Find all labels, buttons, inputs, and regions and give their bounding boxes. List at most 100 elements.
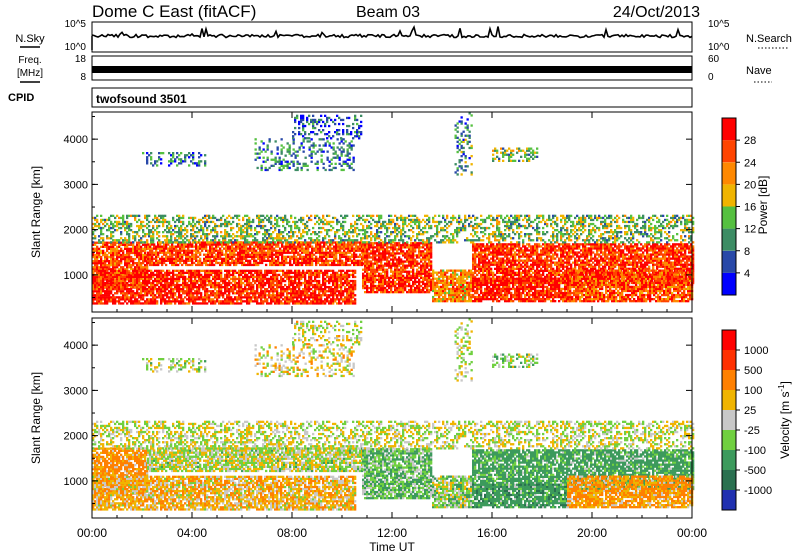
- power-cell: [338, 300, 341, 303]
- power-cell: [440, 273, 443, 276]
- power-cell: [244, 277, 247, 281]
- power-cell: [228, 275, 231, 279]
- power-cell: [518, 261, 521, 264]
- power-cell: [188, 283, 191, 287]
- power-cell: [159, 247, 162, 250]
- power-cell: [374, 280, 377, 284]
- power-cell: [524, 255, 527, 258]
- power-cell: [259, 249, 262, 252]
- power-cell: [223, 257, 226, 260]
- power-cell: [357, 249, 360, 252]
- power-cell: [380, 244, 383, 247]
- power-cell: [225, 259, 228, 262]
- power-cell: [340, 298, 343, 301]
- power-cell: [188, 300, 191, 303]
- power-cell: [104, 262, 107, 265]
- power-cell: [278, 273, 281, 277]
- power-cell: [346, 288, 349, 291]
- power-cell: [382, 256, 385, 259]
- power-cell: [166, 281, 169, 285]
- power-cell: [456, 277, 459, 280]
- power-cell: [274, 300, 277, 303]
- power-cell: [130, 264, 133, 267]
- power-cell: [258, 302, 261, 305]
- power-cell: [333, 253, 336, 256]
- power-cell: [341, 255, 344, 258]
- power-cell: [124, 271, 127, 274]
- power-cell: [120, 279, 123, 283]
- power-cell: [106, 271, 109, 274]
- power-cell: [392, 284, 395, 288]
- power-cell: [327, 255, 330, 258]
- power-cell: [216, 273, 219, 277]
- power-cell: [390, 288, 393, 292]
- power-cell: [444, 273, 447, 276]
- power-cell: [410, 258, 413, 261]
- power-cell: [94, 269, 97, 272]
- power-cell: [222, 296, 225, 299]
- power-cell: [172, 296, 175, 299]
- power-cell: [238, 275, 241, 279]
- power-cell: [348, 269, 351, 272]
- power-cell: [288, 269, 291, 272]
- power-cell: [126, 249, 129, 253]
- power-cell: [136, 264, 139, 267]
- power-cell: [154, 286, 157, 289]
- power-cell: [502, 273, 505, 277]
- power-cell: [386, 264, 389, 267]
- power-cell: [118, 277, 121, 281]
- power-cell: [206, 269, 209, 272]
- power-cell: [171, 259, 174, 262]
- power-cell: [230, 286, 233, 289]
- power-cell: [112, 272, 115, 275]
- power-cell: [181, 243, 184, 246]
- power-cell: [307, 259, 310, 262]
- power-cell: [122, 278, 125, 281]
- power-cell: [530, 263, 533, 266]
- power-cell: [444, 300, 447, 303]
- power-cell: [534, 247, 537, 250]
- power-cell: [341, 263, 344, 267]
- power-cell: [430, 280, 433, 284]
- power-cell: [202, 275, 205, 279]
- power-cell: [325, 263, 328, 267]
- power-cell: [98, 282, 101, 285]
- power-cell: [536, 271, 539, 274]
- power-cell: [351, 253, 354, 256]
- power-cell: [110, 288, 113, 291]
- power-cell: [152, 292, 155, 295]
- power-cell: [169, 249, 172, 252]
- power-cell: [390, 262, 393, 265]
- power-cell: [222, 281, 225, 285]
- power-cell: [442, 279, 445, 282]
- power-cell: [366, 264, 369, 267]
- power-cell: [246, 275, 249, 279]
- power-cell: [332, 294, 335, 297]
- power-cell: [244, 283, 247, 287]
- power-cell: [536, 269, 539, 272]
- power-cell: [357, 255, 360, 258]
- power-cell: [536, 245, 539, 248]
- power-cell: [418, 270, 421, 273]
- power-cell: [338, 283, 341, 287]
- power-cell: [470, 293, 473, 297]
- power-cell: [92, 292, 95, 295]
- power-cell: [460, 271, 463, 274]
- power-cell: [536, 257, 539, 260]
- power-cell: [508, 269, 511, 272]
- power-cell: [178, 269, 181, 272]
- power-cell: [388, 286, 391, 290]
- power-cell: [370, 280, 373, 284]
- power-cell: [174, 288, 177, 291]
- power-cell: [332, 271, 335, 274]
- power-cell: [256, 288, 259, 291]
- power-cell: [253, 259, 256, 262]
- power-cell: [368, 260, 371, 263]
- power-cell: [326, 290, 329, 293]
- power-cell: [500, 271, 503, 274]
- power-cell: [207, 251, 210, 254]
- power-cell: [368, 286, 371, 290]
- power-cell: [380, 266, 383, 269]
- power-cell: [102, 288, 105, 291]
- power-cell: [271, 243, 274, 246]
